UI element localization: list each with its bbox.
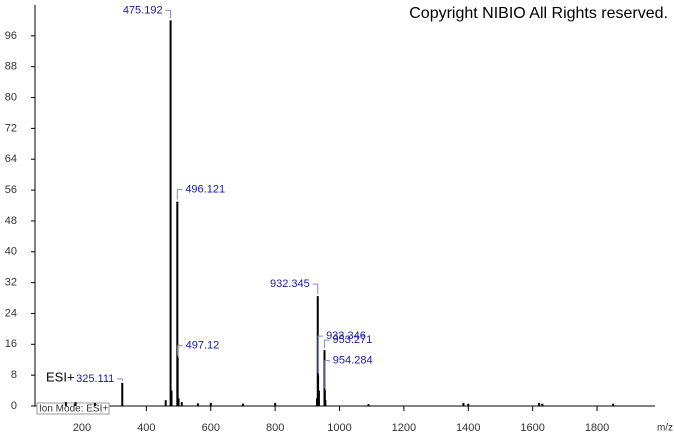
- peak-label: 953.271: [332, 334, 372, 346]
- y-tick-label: 32: [5, 277, 17, 289]
- peak-label: 325.111: [76, 373, 114, 385]
- x-axis-label: m/z: [657, 423, 673, 434]
- x-tick-label: 1200: [392, 422, 416, 434]
- y-tick-label: 0: [11, 400, 17, 412]
- y-tick-label: 48: [5, 215, 17, 227]
- y-tick-label: 88: [5, 61, 17, 73]
- y-tick-label: 8: [11, 369, 17, 381]
- x-tick-label: 600: [202, 422, 220, 434]
- y-tick-label: 64: [5, 153, 17, 165]
- label-connector: [324, 360, 330, 389]
- label-connector: [317, 335, 324, 374]
- peak-label: 475.192: [123, 4, 163, 16]
- label-connector: [312, 283, 319, 295]
- y-tick-label: 56: [5, 184, 17, 196]
- y-tick-label: 72: [5, 122, 17, 134]
- x-tick-label: 400: [137, 422, 155, 434]
- y-tick-label: 24: [5, 307, 17, 319]
- x-tick-label: 1400: [456, 422, 480, 434]
- x-tick-label: 1600: [520, 422, 544, 434]
- label-connector: [177, 345, 183, 356]
- peak-label: 932.345: [270, 278, 310, 290]
- y-tick-label: 40: [5, 246, 17, 258]
- y-tick-label: 16: [5, 338, 17, 350]
- y-tick-label: 96: [5, 30, 17, 42]
- x-tick-label: 1000: [327, 422, 351, 434]
- peak-label: 496.121: [185, 184, 225, 196]
- ion-label: ESI+: [46, 369, 75, 384]
- label-connector: [176, 189, 183, 200]
- mode-box: [36, 402, 110, 415]
- x-tick-label: 200: [73, 422, 91, 434]
- label-connector: [323, 339, 330, 349]
- peak-label: 954.284: [333, 354, 373, 366]
- copyright: Copyright NIBIO All Rights reserved.: [409, 5, 668, 22]
- x-tick-label: 800: [266, 422, 284, 434]
- y-tick-label: 80: [5, 91, 17, 103]
- mode-label: Ion Mode: ESI+: [39, 404, 108, 415]
- peak-label: 497.12: [186, 340, 220, 352]
- label-connector: [117, 378, 123, 381]
- label-connector: [165, 9, 172, 19]
- x-tick-label: 1800: [585, 422, 609, 434]
- peak-label: 933.346: [326, 330, 366, 342]
